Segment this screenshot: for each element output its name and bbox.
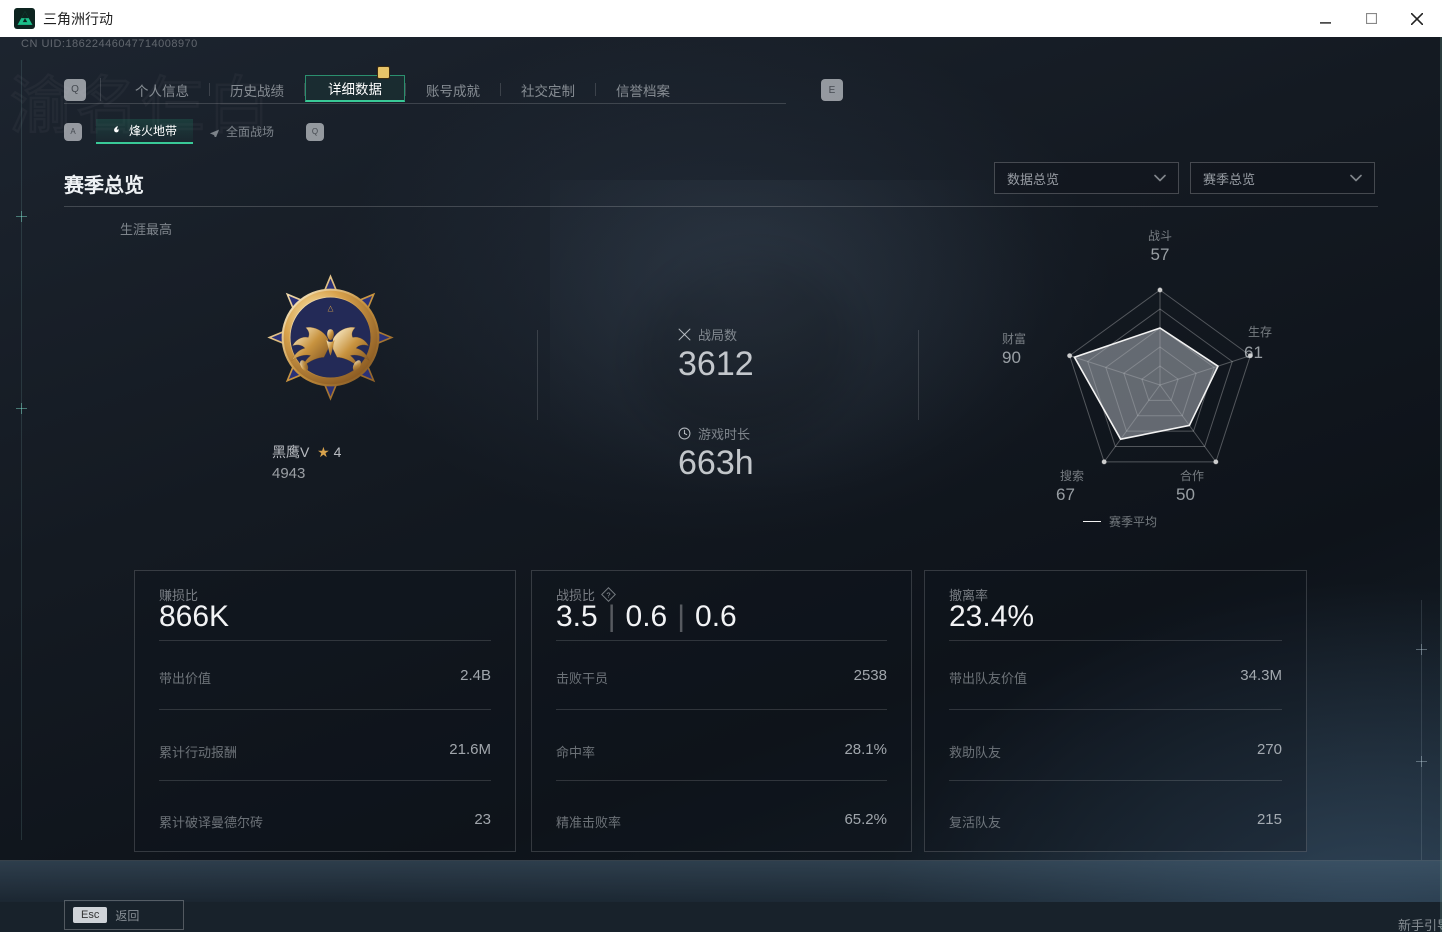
svg-text:?: ? xyxy=(606,591,610,600)
svg-text:△: △ xyxy=(328,303,334,312)
